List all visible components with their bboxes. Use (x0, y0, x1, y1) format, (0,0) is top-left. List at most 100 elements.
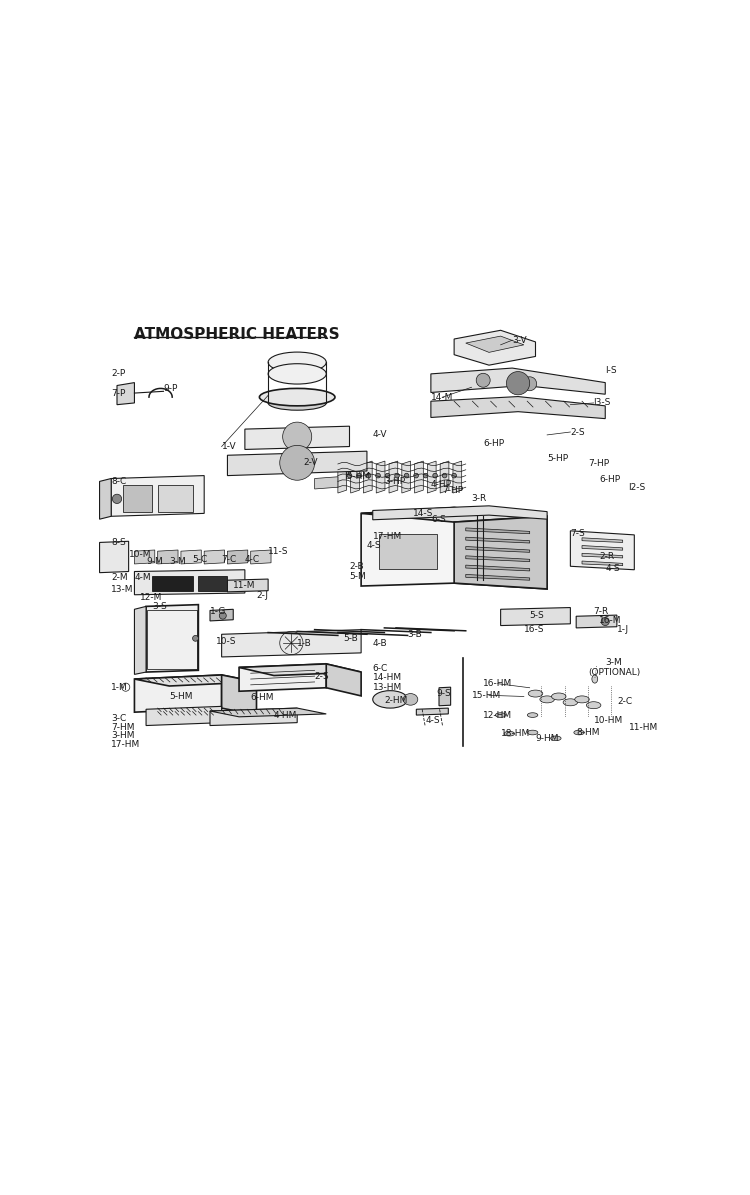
Text: 3-R: 3-R (472, 495, 487, 503)
Text: 7-HM: 7-HM (111, 723, 135, 731)
Polygon shape (466, 556, 530, 562)
Polygon shape (362, 508, 547, 522)
Ellipse shape (496, 712, 506, 717)
Polygon shape (466, 546, 530, 552)
Ellipse shape (551, 693, 566, 700)
Polygon shape (466, 336, 524, 353)
Ellipse shape (540, 695, 554, 703)
Circle shape (523, 376, 537, 391)
Text: 3-V: 3-V (512, 336, 526, 344)
Text: 9-HM: 9-HM (536, 734, 559, 743)
Polygon shape (453, 461, 462, 494)
Text: 2-J: 2-J (256, 592, 268, 600)
Ellipse shape (550, 736, 561, 741)
Polygon shape (134, 675, 222, 712)
Text: 5-B: 5-B (344, 633, 358, 643)
Circle shape (112, 495, 122, 503)
Polygon shape (430, 368, 605, 394)
Ellipse shape (404, 693, 418, 705)
Polygon shape (415, 461, 423, 494)
Circle shape (394, 473, 400, 478)
Text: 1-J: 1-J (616, 625, 629, 635)
Ellipse shape (373, 691, 408, 709)
Text: 4-HM: 4-HM (274, 711, 297, 719)
Text: 16-HM: 16-HM (483, 679, 512, 688)
Circle shape (347, 473, 352, 478)
Polygon shape (315, 477, 338, 489)
Circle shape (452, 473, 457, 478)
Polygon shape (389, 461, 398, 494)
Bar (198, 576, 227, 590)
Text: 17-HM: 17-HM (373, 532, 402, 541)
Ellipse shape (574, 695, 590, 703)
Ellipse shape (563, 699, 578, 706)
Text: 1-G: 1-G (210, 607, 226, 617)
Polygon shape (111, 476, 204, 516)
Text: 3-M
(OPTIONAL): 3-M (OPTIONAL) (588, 657, 640, 678)
Polygon shape (134, 675, 256, 686)
Text: 2-S: 2-S (570, 428, 585, 436)
Bar (147, 611, 196, 668)
Polygon shape (364, 461, 372, 494)
Polygon shape (227, 580, 268, 592)
Text: 4-HP: 4-HP (430, 480, 451, 489)
Polygon shape (466, 575, 530, 581)
Text: 2-P: 2-P (111, 369, 125, 379)
Polygon shape (466, 565, 530, 571)
Circle shape (283, 422, 312, 452)
Text: 2-S: 2-S (315, 672, 329, 681)
Text: 6-S: 6-S (430, 515, 445, 523)
Text: 1-M: 1-M (111, 682, 128, 692)
Text: 5-HM: 5-HM (170, 692, 193, 701)
Text: 3-M: 3-M (170, 557, 186, 566)
Ellipse shape (268, 396, 326, 410)
Ellipse shape (586, 701, 601, 709)
Text: 13-M: 13-M (111, 586, 134, 594)
Text: 3-C: 3-C (111, 715, 127, 723)
Circle shape (376, 473, 380, 478)
Ellipse shape (268, 353, 326, 373)
Text: 14-HM: 14-HM (373, 673, 402, 682)
Polygon shape (181, 550, 201, 564)
Polygon shape (100, 478, 111, 519)
Polygon shape (326, 664, 362, 695)
Text: 1-B: 1-B (297, 638, 312, 648)
Polygon shape (570, 531, 634, 570)
Text: 4-S: 4-S (367, 541, 382, 550)
Text: 7-S: 7-S (570, 529, 585, 538)
Text: 7-HP: 7-HP (442, 485, 464, 495)
Ellipse shape (260, 388, 335, 406)
Ellipse shape (527, 730, 538, 735)
Polygon shape (582, 553, 622, 558)
Circle shape (442, 473, 447, 478)
Text: 2-R: 2-R (599, 552, 614, 562)
Text: 2-HM: 2-HM (384, 695, 408, 705)
Text: 15-HM: 15-HM (472, 691, 501, 700)
Text: 4-B: 4-B (373, 638, 387, 648)
Text: I-S: I-S (605, 367, 616, 375)
Text: 6-HM: 6-HM (251, 693, 274, 703)
Polygon shape (134, 550, 154, 564)
Ellipse shape (574, 730, 584, 735)
Circle shape (506, 372, 530, 394)
Circle shape (414, 473, 419, 478)
Bar (379, 534, 436, 569)
Text: I3-S: I3-S (594, 398, 611, 407)
Text: 5-M: 5-M (350, 571, 366, 581)
Text: 4-S: 4-S (605, 564, 619, 574)
Bar (123, 485, 152, 511)
Text: 7-R: 7-R (594, 607, 609, 617)
Circle shape (433, 473, 437, 478)
Polygon shape (251, 550, 271, 564)
Text: 18-HM: 18-HM (501, 729, 530, 739)
Polygon shape (158, 550, 178, 564)
Text: 6-HP: 6-HP (599, 474, 620, 484)
Text: 8-S: 8-S (111, 538, 126, 547)
Polygon shape (440, 461, 449, 494)
Polygon shape (134, 570, 244, 595)
Polygon shape (430, 397, 605, 418)
Ellipse shape (528, 690, 543, 697)
Polygon shape (466, 528, 530, 534)
Text: I2-S: I2-S (628, 483, 646, 491)
Circle shape (476, 373, 490, 387)
